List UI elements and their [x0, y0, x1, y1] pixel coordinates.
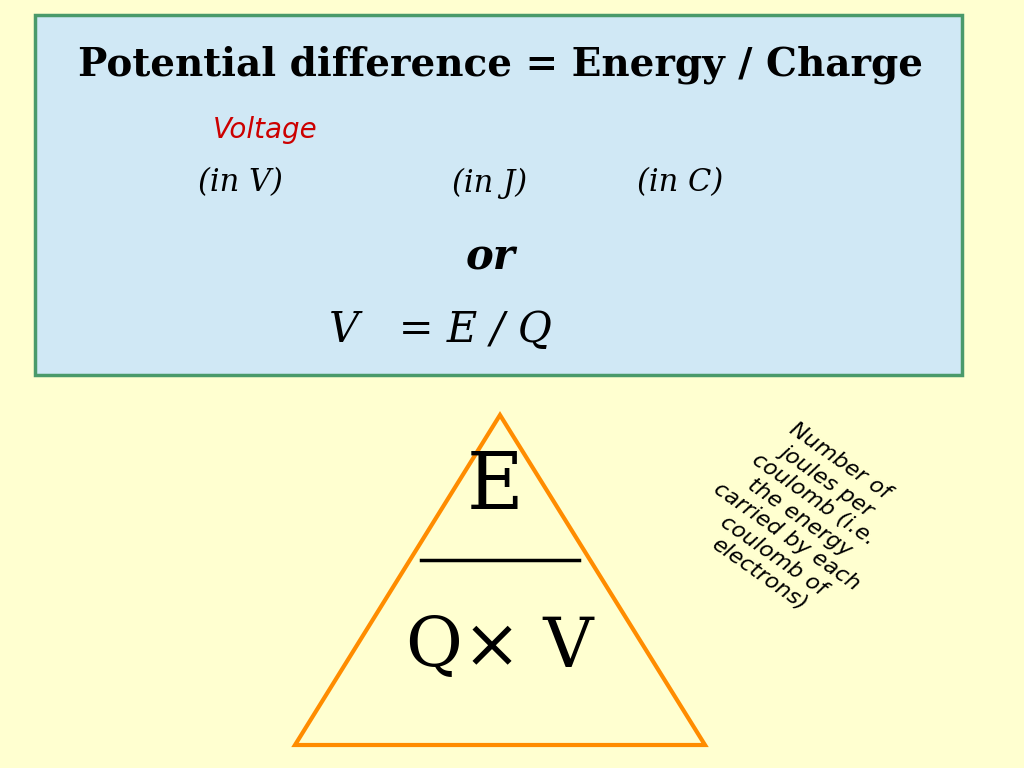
Text: or: or [465, 237, 515, 279]
Text: (in V): (in V) [198, 167, 283, 198]
Text: E: E [467, 449, 523, 525]
Text: Number of
joules per
coulomb (i.e.
the energy
carried by each
coulomb of
electro: Number of joules per coulomb (i.e. the e… [683, 403, 916, 633]
Text: V   = E / Q: V = E / Q [329, 309, 552, 351]
FancyBboxPatch shape [35, 15, 962, 375]
Text: (in J): (in J) [453, 167, 527, 199]
Text: Q× V: Q× V [407, 614, 594, 680]
Text: (in C): (in C) [637, 167, 723, 198]
Text: Voltage: Voltage [213, 116, 317, 144]
Text: Potential difference = Energy / Charge: Potential difference = Energy / Charge [78, 46, 923, 84]
